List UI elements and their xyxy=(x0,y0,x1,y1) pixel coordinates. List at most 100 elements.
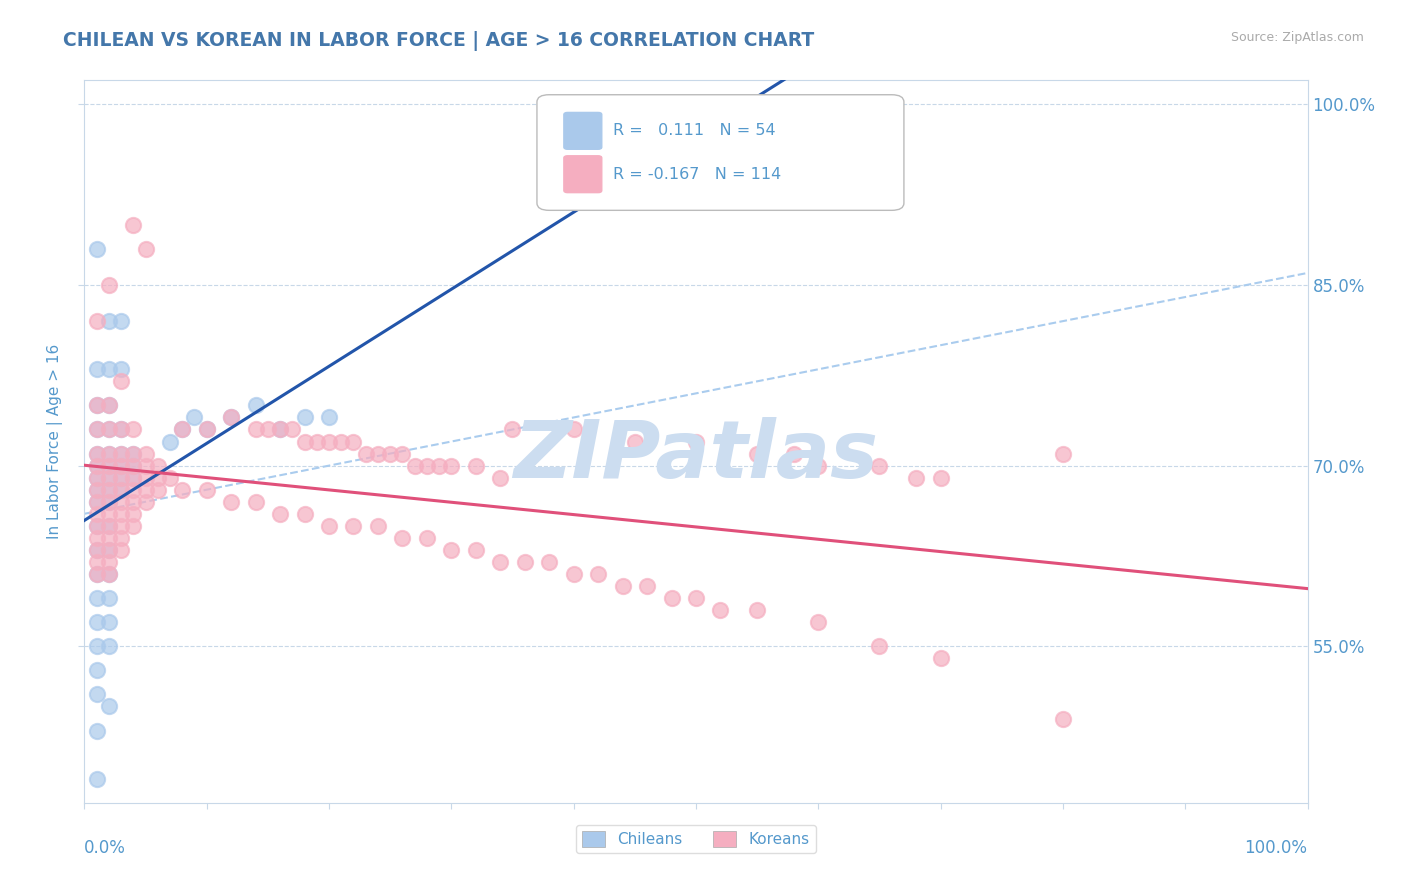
Point xyxy=(502,423,524,437)
Text: R =   0.111   N = 54: R = 0.111 N = 54 xyxy=(613,123,776,138)
Point xyxy=(685,434,707,449)
Point xyxy=(257,423,280,437)
Point xyxy=(586,567,609,582)
Point xyxy=(122,519,145,533)
Point xyxy=(869,458,891,473)
Point xyxy=(86,447,108,461)
Point xyxy=(661,591,683,606)
Point xyxy=(97,567,120,582)
Point xyxy=(97,639,120,653)
Point xyxy=(305,434,328,449)
Point xyxy=(110,531,132,545)
Point xyxy=(172,423,194,437)
Point xyxy=(159,434,181,449)
Point xyxy=(783,447,806,461)
Point xyxy=(86,242,108,256)
Point xyxy=(110,542,132,557)
Point xyxy=(318,434,340,449)
Point xyxy=(97,362,120,376)
Point xyxy=(122,218,145,232)
Point xyxy=(146,471,169,485)
Point xyxy=(636,579,658,593)
Point xyxy=(86,494,108,508)
Point xyxy=(97,591,120,606)
Point xyxy=(367,447,389,461)
Point xyxy=(330,434,353,449)
Point xyxy=(110,471,132,485)
Point xyxy=(110,458,132,473)
Point xyxy=(110,447,132,461)
Point xyxy=(172,423,194,437)
Point xyxy=(86,519,108,533)
Point xyxy=(110,507,132,521)
Point xyxy=(86,483,108,497)
Point xyxy=(97,519,120,533)
Point xyxy=(122,447,145,461)
Point xyxy=(97,542,120,557)
Point xyxy=(562,567,585,582)
Point xyxy=(97,458,120,473)
Point xyxy=(135,471,157,485)
Point xyxy=(172,483,194,497)
Point xyxy=(122,483,145,497)
Point xyxy=(135,494,157,508)
Point xyxy=(159,471,181,485)
Point xyxy=(905,471,928,485)
FancyBboxPatch shape xyxy=(537,95,904,211)
Point xyxy=(86,423,108,437)
Point xyxy=(404,458,426,473)
Point xyxy=(709,603,731,617)
Point xyxy=(97,423,120,437)
Point xyxy=(97,447,120,461)
Point xyxy=(427,458,450,473)
Point xyxy=(122,471,145,485)
Point xyxy=(219,410,242,425)
Point xyxy=(110,494,132,508)
Point xyxy=(110,423,132,437)
Point xyxy=(110,375,132,389)
Point xyxy=(86,494,108,508)
Point xyxy=(97,483,120,497)
Text: CHILEAN VS KOREAN IN LABOR FORCE | AGE > 16 CORRELATION CHART: CHILEAN VS KOREAN IN LABOR FORCE | AGE >… xyxy=(63,31,814,51)
Point xyxy=(245,398,267,412)
Point xyxy=(110,447,132,461)
Point xyxy=(489,471,512,485)
Point xyxy=(135,242,157,256)
Point xyxy=(110,458,132,473)
Point xyxy=(195,483,218,497)
Text: R = -0.167   N = 114: R = -0.167 N = 114 xyxy=(613,167,782,182)
Point xyxy=(86,542,108,557)
Point xyxy=(86,398,108,412)
Text: 100.0%: 100.0% xyxy=(1244,838,1308,857)
Point xyxy=(110,483,132,497)
Point xyxy=(269,423,291,437)
Point xyxy=(440,458,463,473)
Point xyxy=(86,423,108,437)
Point xyxy=(97,398,120,412)
Point xyxy=(807,615,830,630)
Point xyxy=(464,542,486,557)
Point xyxy=(146,458,169,473)
Point xyxy=(219,410,242,425)
Point xyxy=(97,447,120,461)
Point xyxy=(97,567,120,582)
Point xyxy=(245,494,267,508)
Point xyxy=(122,494,145,508)
Point xyxy=(86,531,108,545)
Point xyxy=(538,555,561,569)
Point xyxy=(747,603,769,617)
Point xyxy=(97,458,120,473)
Point xyxy=(929,471,952,485)
Point xyxy=(269,423,291,437)
Point xyxy=(269,507,291,521)
Point xyxy=(464,458,486,473)
Point xyxy=(219,494,242,508)
Point xyxy=(86,483,108,497)
Point xyxy=(391,531,413,545)
Point xyxy=(110,423,132,437)
Point xyxy=(86,542,108,557)
Point xyxy=(146,483,169,497)
Point xyxy=(110,362,132,376)
Point xyxy=(86,398,108,412)
Point xyxy=(86,772,108,786)
